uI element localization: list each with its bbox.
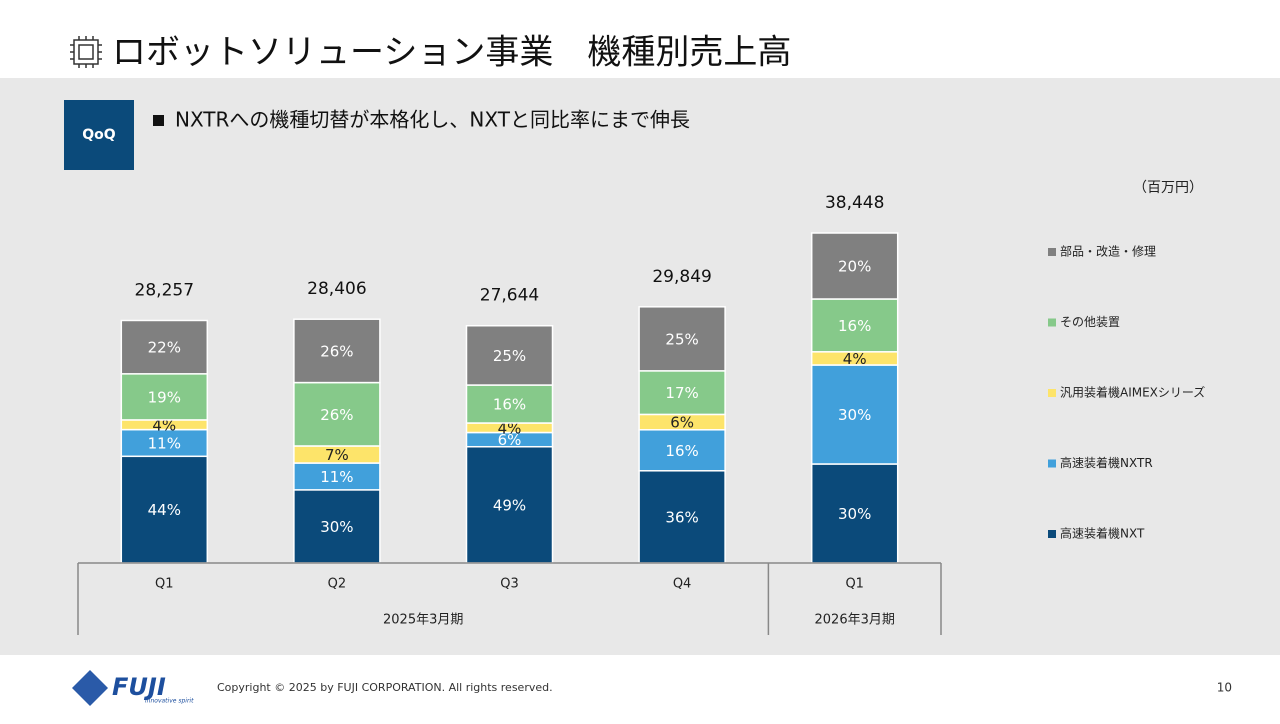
legend-label: その他装置	[1060, 315, 1120, 329]
logo-text: FUJI	[112, 673, 166, 701]
logo-tagline: innovative spirit	[145, 698, 194, 705]
unit-label: （百万円）	[1133, 180, 1203, 196]
bar-segment	[465, 324, 554, 386]
segment-label: 36%	[665, 508, 698, 526]
segment-label: 16%	[838, 317, 871, 335]
segment-label: 22%	[148, 339, 181, 357]
legend-label: 部品・改造・修理	[1060, 244, 1156, 259]
total-label: 29,849	[652, 267, 711, 287]
segment-label: 4%	[843, 350, 867, 368]
bar-segment	[810, 232, 899, 300]
total-label: 28,406	[307, 279, 366, 299]
legend-swatch	[1048, 530, 1056, 538]
bar-segment	[120, 455, 209, 564]
legend-label: 高速装着機NXTR	[1060, 455, 1153, 470]
segment-label: 19%	[148, 388, 181, 406]
segment-label: 26%	[320, 406, 353, 424]
bullet-text: NXTRへの機種切替が本格化し、NXTと同比率にまで伸長	[175, 108, 690, 132]
legend-swatch	[1048, 389, 1056, 397]
segment-label: 11%	[320, 468, 353, 486]
legend-swatch	[1048, 318, 1056, 327]
legend-swatch	[1048, 459, 1056, 468]
logo: FUJI innovative spirit	[72, 670, 194, 706]
bar-segment	[638, 306, 726, 372]
segment-label: 16%	[493, 396, 526, 414]
bar-segment	[810, 364, 899, 465]
segment-label: 16%	[665, 442, 698, 460]
segment-label: 6%	[670, 414, 694, 432]
bullet-square	[153, 115, 164, 126]
x-tick-label: Q4	[673, 577, 692, 592]
segment-label: 49%	[493, 496, 526, 514]
page-number: 10	[1217, 681, 1232, 695]
x-tick-label: Q1	[845, 577, 864, 592]
segment-label: 25%	[665, 330, 698, 348]
segment-label: 44%	[148, 501, 181, 519]
bar-segment	[810, 298, 899, 353]
badge: QoQ	[82, 127, 116, 143]
group-label: 2026年3月期	[815, 613, 895, 628]
badge-box	[64, 100, 134, 170]
segment-label: 20%	[838, 258, 871, 276]
bar-segment	[120, 428, 209, 458]
segment-label: 30%	[320, 518, 353, 536]
segment-label: 17%	[665, 384, 698, 402]
total-label: 27,644	[480, 286, 539, 306]
bar-segment	[465, 445, 554, 564]
bar-segment	[810, 463, 899, 564]
legend-label: 汎用装着機AIMEXシリーズ	[1060, 385, 1205, 400]
bar-segment	[293, 318, 381, 384]
segment-label: 6%	[498, 431, 522, 449]
bar-segment	[638, 470, 726, 564]
x-tick-label: Q3	[500, 577, 519, 592]
segment-label: 7%	[325, 446, 349, 464]
slide-title: ロボットソリューション事業 機種別売上高	[112, 33, 791, 73]
total-label: 28,257	[135, 280, 194, 300]
bar-segment	[638, 370, 726, 416]
x-tick-label: Q1	[155, 577, 174, 592]
bar-segment	[120, 319, 209, 375]
segment-label: 30%	[838, 406, 871, 424]
segment-label: 4%	[152, 416, 176, 434]
segment-label: 26%	[320, 342, 353, 360]
legend-swatch	[1048, 248, 1056, 256]
bar-segment	[465, 384, 554, 424]
segment-label: 30%	[838, 505, 871, 523]
x-tick-label: Q2	[328, 577, 347, 592]
copyright: Copyright © 2025 by FUJI CORPORATION. Al…	[217, 681, 553, 694]
total-label: 38,448	[825, 193, 884, 213]
legend-label: 高速装着機NXT	[1060, 526, 1145, 541]
segment-label: 25%	[493, 347, 526, 365]
segment-label: 11%	[148, 434, 181, 452]
group-label: 2025年3月期	[383, 613, 463, 628]
chip-icon	[70, 36, 102, 68]
